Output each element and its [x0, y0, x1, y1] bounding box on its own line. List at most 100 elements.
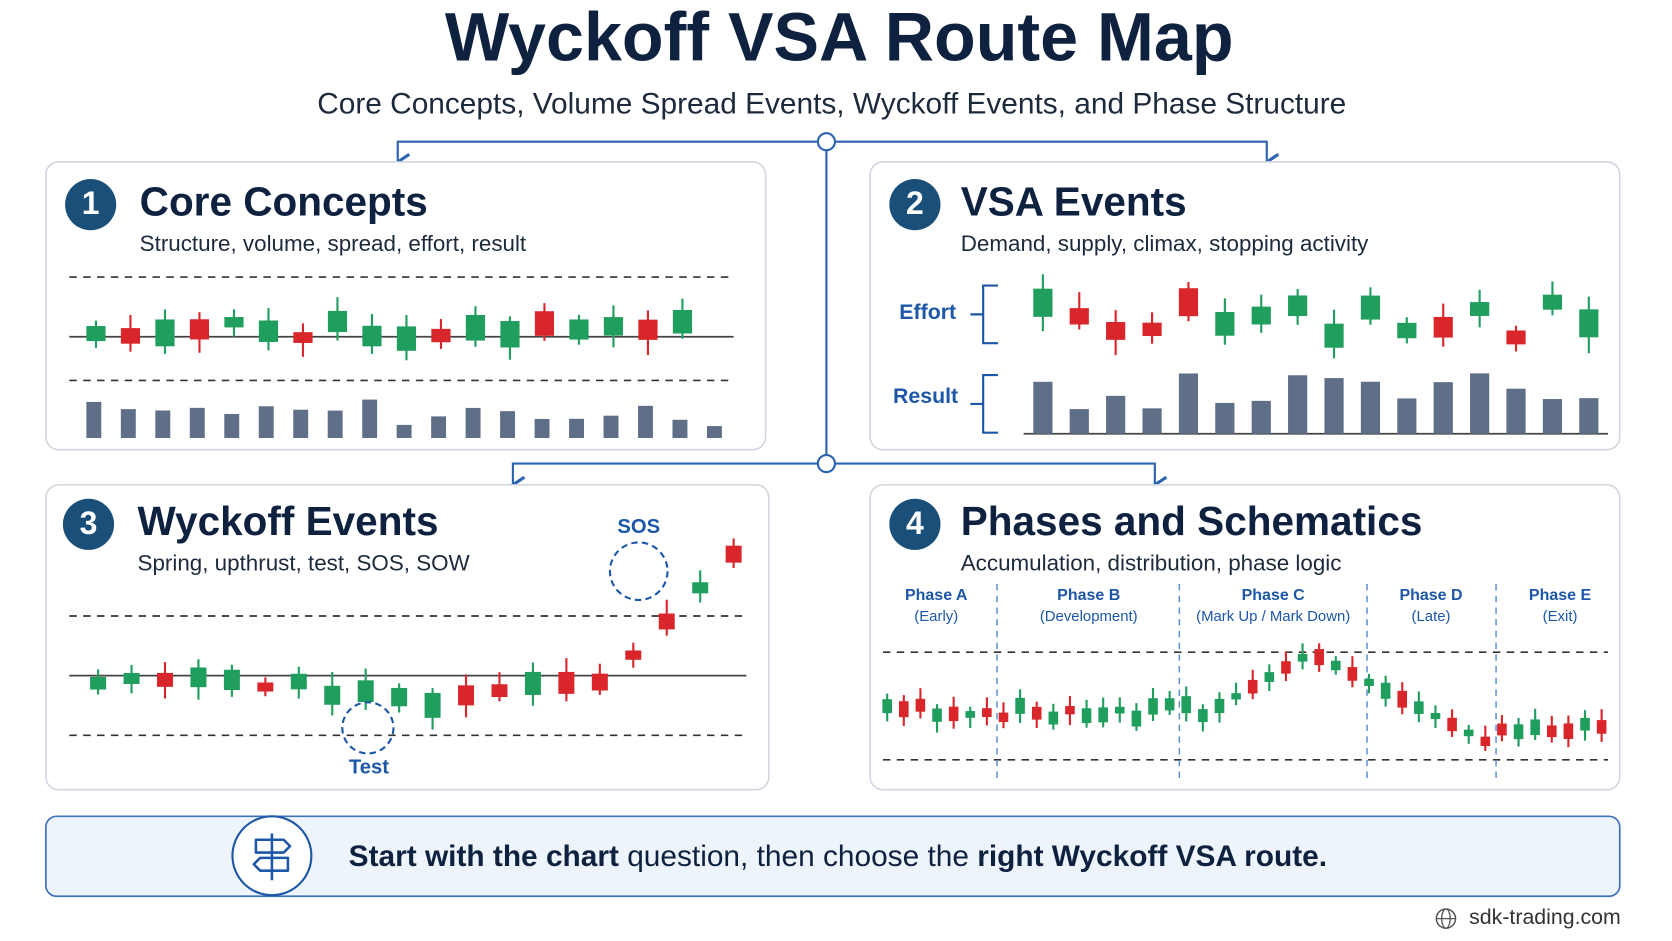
panel-title: Phases and Schematics — [961, 498, 1423, 544]
candle-body — [1314, 649, 1324, 666]
panel-1 — [45, 161, 767, 451]
badge — [62, 498, 115, 550]
volume-bar — [327, 410, 343, 438]
candle-body — [524, 671, 541, 695]
candle-body — [965, 711, 976, 718]
volume-bar — [1178, 373, 1199, 434]
volume-bar — [86, 401, 102, 438]
candle-body — [1178, 288, 1199, 317]
candle-body — [491, 684, 508, 698]
phase-name: Phase D — [1399, 587, 1462, 604]
volume-bar — [1470, 373, 1490, 434]
volume-bar — [706, 426, 722, 438]
badge — [65, 179, 117, 231]
banner-segment: right Wyckoff VSA route. — [977, 840, 1327, 873]
volume-bar — [362, 399, 378, 438]
candle-body — [500, 321, 520, 348]
candle-body — [1497, 723, 1507, 736]
volume-bar — [569, 418, 584, 438]
volume-bar — [1397, 398, 1417, 434]
badge-number: 3 — [80, 505, 98, 541]
result-label: Result — [893, 384, 958, 408]
phase-note: (Exit) — [1543, 608, 1578, 625]
candle-body — [658, 613, 675, 630]
candle-body — [1364, 678, 1374, 686]
signpost-icon — [231, 815, 313, 897]
candles — [86, 274, 1607, 751]
candle-body — [396, 326, 417, 351]
candle-body — [1397, 690, 1408, 708]
panel-subtitle: Spring, upthrust, test, SOS, SOW — [138, 551, 471, 576]
candle-body — [1324, 323, 1344, 348]
candle-body — [362, 325, 382, 347]
candle-body — [1231, 693, 1241, 700]
badge-number: 2 — [906, 185, 924, 221]
candle-body — [1546, 725, 1557, 738]
candle-body — [982, 708, 992, 718]
volume-bar — [1579, 398, 1599, 434]
candle-body — [1414, 701, 1424, 714]
candle-body — [223, 669, 240, 691]
panel-title: VSA Events — [961, 178, 1187, 224]
volume-bar — [1215, 402, 1235, 434]
volume-bar — [431, 416, 447, 438]
candle-body — [1148, 698, 1158, 715]
candle-body — [1114, 706, 1125, 714]
candle-body — [1447, 717, 1457, 732]
badge-number: 4 — [906, 505, 924, 541]
candle-body — [1480, 736, 1491, 747]
candle-body — [1513, 724, 1524, 740]
phase-name: Phase A — [905, 587, 968, 604]
volume-bar — [1542, 399, 1563, 434]
candle-body — [458, 685, 475, 706]
title: Wyckoff VSA Route Map — [445, 0, 1234, 76]
phase-note: (Early) — [914, 608, 958, 625]
candle-body — [915, 698, 926, 712]
candle-body — [424, 692, 441, 718]
candle-body — [157, 672, 173, 687]
globe-icon — [1435, 908, 1457, 929]
candle-body — [899, 701, 909, 718]
candle-body — [1347, 667, 1358, 681]
candle-body — [1069, 308, 1089, 325]
candle-body — [155, 319, 175, 347]
candle-body — [692, 582, 709, 594]
candle-body — [1065, 706, 1075, 715]
connectors — [394, 132, 1280, 494]
candle-body — [1033, 288, 1053, 317]
volume-bar — [396, 424, 412, 438]
candle-body — [327, 310, 348, 333]
volume-bar — [1142, 408, 1162, 434]
candle-body — [725, 545, 742, 563]
volume-bar — [120, 409, 136, 438]
volume-bar — [603, 415, 619, 438]
panel-title: Core Concepts — [140, 178, 428, 224]
candle-body — [1530, 719, 1540, 736]
subtitle: Core Concepts, Volume Spread Events, Wyc… — [317, 87, 1346, 120]
panel-subtitle: Accumulation, distribution, phase logic — [961, 551, 1342, 576]
candle-body — [1433, 316, 1453, 338]
candle-body — [672, 309, 693, 334]
candle-body — [431, 328, 451, 343]
sos-label: SOS — [617, 516, 660, 538]
candle-body — [1288, 295, 1308, 317]
candle-body — [1015, 697, 1025, 714]
candle-body — [948, 706, 959, 722]
candle-body — [932, 708, 942, 722]
volume-bar — [534, 418, 550, 438]
candle-body — [1506, 330, 1526, 345]
test-marker — [341, 701, 395, 755]
volume-bar — [224, 413, 240, 438]
candle-body — [1430, 712, 1441, 720]
candle-body — [625, 650, 642, 660]
panel-subtitle: Demand, supply, climax, stopping activit… — [961, 231, 1369, 256]
sos-marker — [608, 541, 669, 602]
phase-note: (Development) — [1040, 608, 1138, 625]
candle-body — [257, 682, 274, 692]
candle-body — [1360, 295, 1381, 320]
candle-body — [1181, 696, 1192, 714]
volume-bar — [1106, 395, 1126, 434]
candle-body — [1215, 312, 1235, 336]
volume-bar — [258, 406, 274, 438]
